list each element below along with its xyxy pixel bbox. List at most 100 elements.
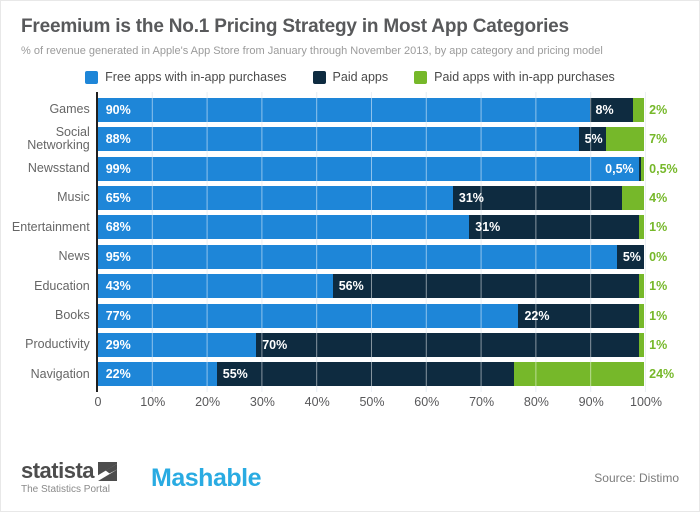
legend-label: Paid apps xyxy=(332,70,389,84)
statista-logo: statista The Statistics Portal xyxy=(21,458,118,495)
bar-segment-paid: 56% xyxy=(332,274,639,299)
bar-segment-free: 95% xyxy=(97,244,617,269)
x-axis: 0 10% 20% 30% 40% 50% 60% 70% 80% 90% 100% xyxy=(1,395,699,417)
legend-label: Paid apps with in-app purchases xyxy=(434,70,615,84)
x-tick-label: 50% xyxy=(359,395,385,409)
category-label: Navigation xyxy=(30,366,90,381)
value-label-paid-iap: 7% xyxy=(649,132,668,147)
bar-segment-free: 22% xyxy=(97,362,217,387)
legend-item: Paid apps xyxy=(312,70,389,84)
x-tick-label: 20% xyxy=(195,395,221,409)
category-label: Newsstand xyxy=(27,161,90,176)
statista-tagline: The Statistics Portal xyxy=(21,484,110,495)
value-label-free: 88% xyxy=(105,132,131,147)
source-credit: Source: Distimo xyxy=(594,471,679,485)
chart-row: Newsstand 99% 0,5% 0,5% xyxy=(1,154,699,183)
value-label-free: 43% xyxy=(105,279,131,294)
statista-wordmark: statista xyxy=(21,458,95,483)
statista-icon xyxy=(98,462,118,481)
legend-swatch xyxy=(312,70,326,84)
chart-row: Social Networking 88% 5% 7% xyxy=(1,124,699,153)
category-label: Books xyxy=(54,308,90,323)
bar-segment-free: 77% xyxy=(97,303,519,328)
category-label: Games xyxy=(49,102,90,117)
value-label-free: 29% xyxy=(105,337,131,352)
bar-segment-free: 68% xyxy=(97,215,470,240)
legend-item: Free apps with in-app purchases xyxy=(85,70,287,84)
category-label: Social Networking xyxy=(27,125,90,153)
value-label-paid-iap: 1% xyxy=(649,220,668,235)
value-label-free: 90% xyxy=(105,102,131,117)
bar-segment-paid-iap xyxy=(638,274,645,299)
bar-track: 22% 55% xyxy=(97,362,645,387)
chart-row: News 95% 5% 0% xyxy=(1,242,699,271)
bar-segment-paid: 22% xyxy=(518,303,639,328)
bar-segment-free: 88% xyxy=(97,127,579,152)
value-label-paid: 8% xyxy=(595,102,614,117)
chart-area: Games 90% 8% 2% Social Networking 88% 5% 7% News… xyxy=(1,92,699,392)
bar-segment-paid: 5% xyxy=(578,127,606,152)
bar-segment-paid: 8% xyxy=(589,97,634,122)
value-label-free: 65% xyxy=(105,190,131,205)
x-tick-label: 30% xyxy=(249,395,275,409)
category-label: Productivity xyxy=(25,337,90,352)
bar-segment-free: 90% xyxy=(97,97,590,122)
category-label: Music xyxy=(57,190,90,205)
value-label-free: 77% xyxy=(105,308,131,323)
legend: Free apps with in-app purchases Paid apps… xyxy=(1,70,699,84)
value-label-paid: 55% xyxy=(222,367,248,382)
chart-row: Productivity 29% 70% 1% xyxy=(1,330,699,359)
chart-row: Education 43% 56% 1% xyxy=(1,271,699,300)
bar-segment-paid-iap xyxy=(514,362,645,387)
x-tick-label: 90% xyxy=(578,395,604,409)
bar-segment-paid-iap xyxy=(622,185,645,210)
category-label: Education xyxy=(34,278,90,293)
value-label-paid-iap: 2% xyxy=(649,102,668,117)
x-tick-label: 0 xyxy=(94,395,102,409)
value-label-paid: 0,5% xyxy=(605,161,634,176)
bar-track: 29% 70% xyxy=(97,332,645,357)
legend-label: Free apps with in-app purchases xyxy=(105,70,287,84)
value-label-paid: 5% xyxy=(622,249,641,264)
header: Freemium is the No.1 Pricing Strategy in… xyxy=(1,1,699,57)
x-tick-label: 10% xyxy=(140,395,166,409)
category-label: Entertainment xyxy=(11,219,90,234)
bar-segment-paid: 55% xyxy=(216,362,515,387)
value-label-paid: 31% xyxy=(458,190,484,205)
mashable-logo: Mashable xyxy=(151,463,261,492)
value-label-free: 95% xyxy=(105,249,131,264)
bar-segment-paid-iap xyxy=(605,127,645,152)
bar-track: 77% 22% xyxy=(97,303,645,328)
value-label-free: 22% xyxy=(105,367,131,382)
bar-track: 99% 0,5% xyxy=(97,156,645,181)
bar-segment-paid-iap xyxy=(641,156,645,181)
value-label-paid: 56% xyxy=(338,279,364,294)
legend-item: Paid apps with in-app purchases xyxy=(414,70,615,84)
value-label-paid-iap: 1% xyxy=(649,337,668,352)
category-label: News xyxy=(58,249,90,264)
bar-segment-free: 65% xyxy=(97,185,453,210)
value-label-free: 68% xyxy=(105,220,131,235)
bar-track: 90% 8% xyxy=(97,97,645,122)
legend-swatch xyxy=(85,70,99,84)
bar-segment-free: 29% xyxy=(97,332,257,357)
x-tick-label: 80% xyxy=(523,395,549,409)
chart-row: Navigation 22% 55% 24% xyxy=(1,360,699,389)
bar-segment-free: 43% xyxy=(97,274,333,299)
x-tick-label: 60% xyxy=(414,395,440,409)
x-tick-label: 70% xyxy=(469,395,495,409)
chart-row: Entertainment 68% 31% 1% xyxy=(1,213,699,242)
chart: Games 90% 8% 2% Social Networking 88% 5% 7% News… xyxy=(1,92,699,417)
chart-rows: Games 90% 8% 2% Social Networking 88% 5% 7% News… xyxy=(1,95,699,389)
bar-track: 65% 31% xyxy=(97,185,645,210)
chart-subtitle: % of revenue generated in Apple's App St… xyxy=(21,45,603,57)
bar-track: 88% 5% xyxy=(97,127,645,152)
bar-segment-paid-iap xyxy=(633,97,645,122)
bar-segment-free: 99% 0,5% xyxy=(97,156,639,181)
bar-track: 95% 5% xyxy=(97,244,645,269)
value-label-paid-iap: 1% xyxy=(649,308,668,323)
bar-segment-paid-iap xyxy=(638,332,645,357)
bar-segment-paid: 31% xyxy=(452,185,623,210)
value-label-paid-iap: 24% xyxy=(649,367,675,382)
